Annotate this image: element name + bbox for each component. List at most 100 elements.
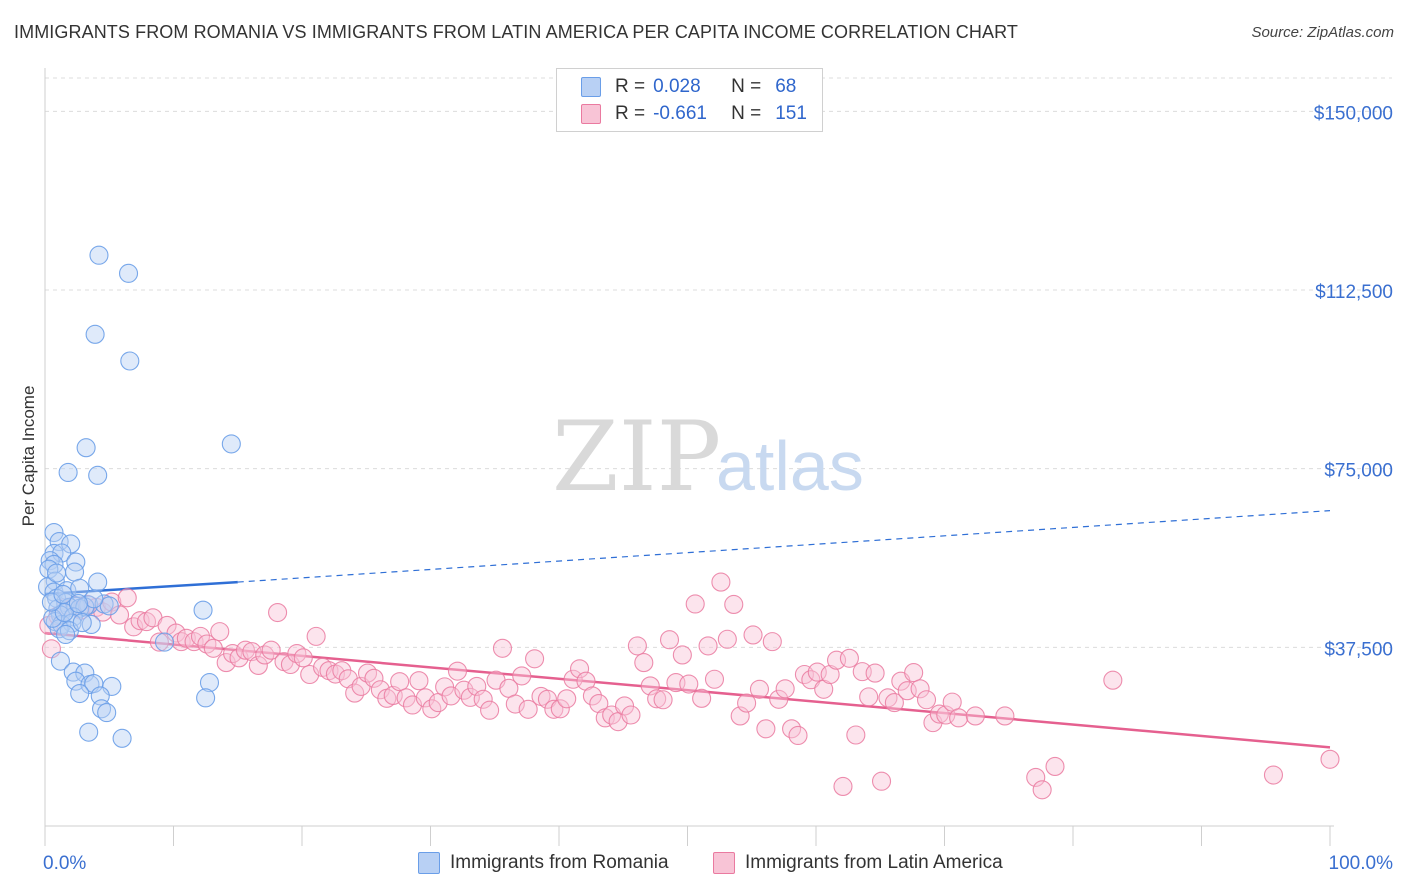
watermark-zip: ZIP <box>552 401 721 513</box>
legend-n-label: N = <box>731 76 762 97</box>
data-point-romania <box>199 673 220 693</box>
data-point-latin-america <box>190 626 211 646</box>
legend-label-romania: Immigrants from Romania <box>450 852 669 873</box>
legend-label-latin-america: Immigrants from Latin America <box>745 852 1003 873</box>
data-point-romania <box>118 263 139 283</box>
data-point-latin-america <box>762 632 782 652</box>
data-point-latin-america <box>634 653 654 673</box>
data-point-latin-america <box>627 636 647 656</box>
data-point-latin-america <box>544 699 564 719</box>
legend-r-value: -0.661 <box>653 103 707 124</box>
legend-swatch-latin-america <box>581 104 601 124</box>
data-point-romania <box>84 589 104 609</box>
data-point-romania <box>79 722 99 742</box>
data-point-latin-america <box>505 694 525 714</box>
data-point-latin-america <box>550 699 570 719</box>
data-point-latin-america <box>396 688 416 708</box>
data-point-latin-america <box>117 588 137 608</box>
data-point-latin-america <box>621 705 641 725</box>
data-point-romania <box>50 651 70 671</box>
legend-n-value: 151 <box>775 103 807 124</box>
data-point-latin-america <box>447 661 468 681</box>
legend-row-romania: R = 0.028 N = 68 <box>581 75 796 99</box>
data-point-latin-america <box>268 603 288 623</box>
data-point-latin-america <box>176 628 196 648</box>
data-point-romania <box>85 324 105 344</box>
series-latin-america <box>39 572 1340 800</box>
data-point-romania <box>56 624 76 645</box>
data-point-romania <box>58 462 78 483</box>
chart-title: IMMIGRANTS FROM ROMANIA VS IMMIGRANTS FR… <box>14 22 1018 42</box>
data-point-romania <box>44 522 64 543</box>
data-point-latin-america <box>756 719 776 739</box>
data-point-romania <box>196 688 216 708</box>
data-point-romania <box>70 684 90 704</box>
data-point-romania <box>89 245 109 265</box>
data-point-latin-america <box>711 572 731 592</box>
y-tick-labels: $37,500 $75,000 $112,500 $150,000 <box>1314 103 1393 660</box>
data-point-latin-america <box>589 694 609 714</box>
data-point-latin-america <box>743 625 763 645</box>
data-point-latin-america <box>210 622 230 642</box>
data-point-latin-america <box>679 674 699 694</box>
data-point-romania <box>66 552 86 572</box>
data-point-romania <box>193 600 213 620</box>
data-point-latin-america <box>390 672 410 692</box>
data-point-romania <box>88 465 108 485</box>
trend-line-latin-america <box>44 631 1331 749</box>
data-point-latin-america <box>149 632 169 652</box>
data-point-latin-america <box>871 771 892 791</box>
data-point-romania <box>91 699 112 719</box>
data-point-latin-america <box>833 776 853 797</box>
data-point-romania <box>53 584 73 605</box>
data-point-latin-america <box>916 690 937 710</box>
legend-item-latin-america[interactable]: Immigrants from Latin America <box>713 852 1003 874</box>
data-point-latin-america <box>261 640 281 660</box>
data-point-latin-america <box>672 645 692 665</box>
data-point-latin-america <box>704 669 725 689</box>
data-point-romania <box>72 613 92 633</box>
data-point-romania <box>68 593 88 614</box>
data-point-latin-america <box>518 699 538 719</box>
legend-item-romania[interactable]: Immigrants from Romania <box>418 852 669 874</box>
data-point-latin-america <box>1032 780 1052 800</box>
watermark-atlas: atlas <box>716 427 864 505</box>
data-point-romania <box>52 543 72 563</box>
data-point-romania <box>43 608 63 628</box>
series-legend: Immigrants from Romania Immigrants from … <box>0 852 1406 878</box>
legend-swatch-romania <box>581 77 601 97</box>
x-tick-label: 100.0% <box>1329 853 1394 874</box>
legend-swatch-romania <box>418 852 440 874</box>
legend-r-value: 0.028 <box>653 76 701 97</box>
legend-n-label: N = <box>731 103 762 124</box>
data-point-latin-america <box>293 648 313 668</box>
data-point-latin-america <box>659 630 680 650</box>
data-point-latin-america <box>248 655 268 675</box>
trend-line-romania-extension <box>237 510 1331 583</box>
data-point-latin-america <box>454 680 474 700</box>
source-label: Source: ZipAtlas.com <box>1251 24 1394 41</box>
data-point-latin-america <box>537 689 557 709</box>
watermark: ZIP atlas <box>552 401 864 513</box>
data-point-latin-america <box>1263 765 1284 785</box>
data-point-latin-america <box>557 689 577 709</box>
data-point-latin-america <box>749 679 770 699</box>
data-point-latin-america <box>884 693 904 713</box>
data-point-latin-america <box>647 689 667 709</box>
data-point-romania <box>154 632 175 652</box>
y-tick-label: $112,500 <box>1315 282 1393 303</box>
data-point-romania <box>97 703 117 723</box>
stats-legend: R = 0.028 N = 68 R = -0.661 N = 151 <box>556 68 823 132</box>
data-point-latin-america <box>839 648 859 668</box>
y-tick-label: $150,000 <box>1314 103 1393 124</box>
trend-lines <box>44 510 1331 749</box>
x-tick-labels: 0.0% 100.0% <box>43 853 1393 874</box>
data-point-latin-america <box>820 664 840 685</box>
data-point-latin-america <box>306 626 326 646</box>
data-point-latin-america <box>788 725 808 746</box>
data-point-latin-america <box>929 704 949 724</box>
data-point-romania <box>49 532 69 552</box>
data-point-latin-america <box>724 594 744 615</box>
data-point-romania <box>47 563 67 583</box>
data-point-latin-america <box>865 663 885 683</box>
